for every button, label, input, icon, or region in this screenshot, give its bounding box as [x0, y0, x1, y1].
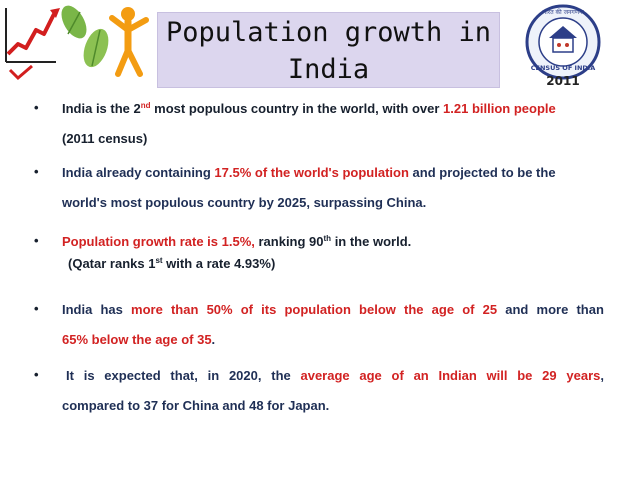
bullet-1-line-1: India is the 2nd most populous country i…: [62, 101, 556, 116]
bullet-4-line-2: 65% below the age of 35.: [62, 332, 216, 347]
bullet-3-line-1: Population growth rate is 1.5%, ranking …: [62, 234, 412, 249]
bullet-2-line-2: world's most populous country by 2025, s…: [62, 195, 427, 210]
bullet-5-line-2: compared to 37 for China and 48 for Japa…: [62, 398, 330, 413]
bullet-2-line-1: India already containing 17.5% of the wo…: [62, 165, 556, 180]
census-logo-hindi: भारत की जनगणना: [542, 8, 584, 16]
bullet-dot: •: [34, 301, 39, 316]
bullet-dot: •: [34, 233, 39, 248]
title-box: Population growth in India: [157, 12, 500, 88]
bullet-3-line-2: (Qatar ranks 1st with a rate 4.93%): [68, 256, 276, 271]
bullet-5-line-1: It is expected that, in 2020, the average age of…: [66, 368, 604, 383]
bullet-dot: •: [34, 164, 39, 179]
census-logo-text: CENSUS OF INDIA: [531, 64, 596, 72]
title-line-1: Population growth in: [165, 17, 492, 48]
census-logo-year: 2011: [546, 74, 579, 88]
census-logo-icon: भारत की जनगणना CENSUS OF INDIA 2011: [513, 2, 613, 88]
bullet-4-line-1: India has more than 50% of its population below…: [62, 302, 604, 317]
bullet-1-line-2: (2011 census): [62, 131, 148, 146]
title-line-2: India: [287, 54, 370, 85]
bullet-dot: •: [34, 100, 39, 115]
bullet-dot: •: [34, 367, 39, 382]
growth-logo-icon: [5, 5, 149, 81]
